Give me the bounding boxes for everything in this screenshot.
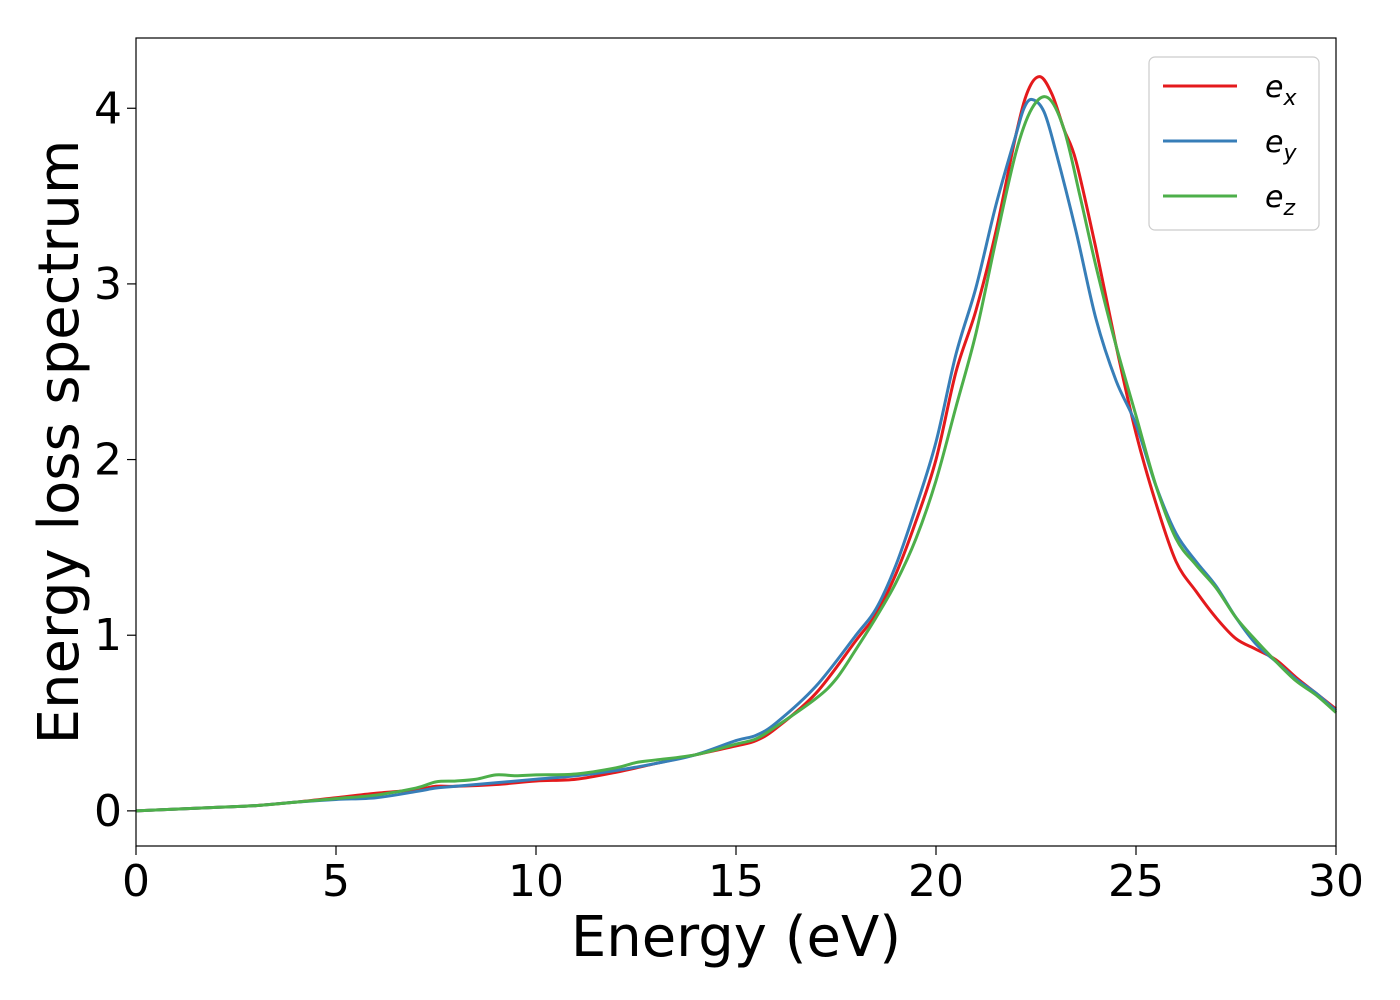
y-axis: 0 1 2 3 4 [94, 83, 136, 837]
y-tick-label: 1 [94, 610, 122, 661]
series-line-e_x [135, 75, 1337, 813]
x-tick-label: 30 [1308, 856, 1364, 907]
y-tick-label: 3 [94, 259, 122, 310]
series-line-e_y [135, 97, 1337, 813]
x-tick-label: 25 [1108, 856, 1164, 907]
x-axis-title: Energy (eV) [571, 905, 901, 970]
series-layer [135, 75, 1337, 813]
y-axis-title: Energy loss spectrum [27, 140, 92, 745]
legend-entry-e_z: ez [1265, 180, 1295, 221]
x-tick-label: 10 [508, 856, 564, 907]
legend-entry-e_y: ey [1265, 125, 1297, 166]
legend-label-main: e [1265, 180, 1283, 215]
y-tick-label: 4 [94, 83, 122, 134]
x-tick-label: 20 [908, 856, 964, 907]
x-axis: 0 5 10 15 20 25 30 [122, 846, 1364, 907]
legend-label-main: e [1265, 125, 1283, 160]
legend-label-sub: y [1282, 141, 1297, 166]
x-tick-label: 15 [708, 856, 764, 907]
y-tick-label: 0 [94, 786, 122, 837]
x-tick-label: 5 [322, 856, 350, 907]
y-tick-label: 2 [94, 435, 122, 486]
series-line-e_z [135, 95, 1337, 813]
legend-label-sub: x [1282, 86, 1297, 111]
x-tick-label: 0 [122, 856, 150, 907]
legend-entry-e_x: ex [1265, 70, 1297, 111]
legend-box [1148, 56, 1320, 231]
legend-label-sub: z [1282, 196, 1295, 221]
legend-label-main: e [1265, 70, 1283, 105]
